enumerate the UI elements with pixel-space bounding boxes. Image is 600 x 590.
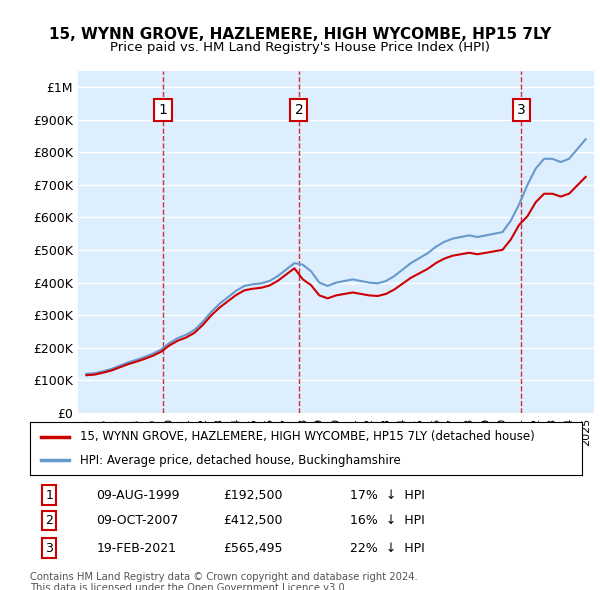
Text: 15, WYNN GROVE, HAZLEMERE, HIGH WYCOMBE, HP15 7LY: 15, WYNN GROVE, HAZLEMERE, HIGH WYCOMBE,… [49,27,551,41]
Text: 22%  ↓  HPI: 22% ↓ HPI [350,542,425,555]
Text: 16%  ↓  HPI: 16% ↓ HPI [350,514,425,527]
Text: 15, WYNN GROVE, HAZLEMERE, HIGH WYCOMBE, HP15 7LY (detached house): 15, WYNN GROVE, HAZLEMERE, HIGH WYCOMBE,… [80,430,535,443]
Text: Price paid vs. HM Land Registry's House Price Index (HPI): Price paid vs. HM Land Registry's House … [110,41,490,54]
Text: Contains HM Land Registry data © Crown copyright and database right 2024.: Contains HM Land Registry data © Crown c… [30,572,418,582]
Text: 1: 1 [46,489,53,502]
Text: 2: 2 [295,103,303,117]
Text: 17%  ↓  HPI: 17% ↓ HPI [350,489,425,502]
Text: £565,495: £565,495 [223,542,283,555]
Text: 3: 3 [46,542,53,555]
Text: 09-OCT-2007: 09-OCT-2007 [96,514,179,527]
Text: 19-FEB-2021: 19-FEB-2021 [96,542,176,555]
Text: £412,500: £412,500 [223,514,283,527]
Text: 09-AUG-1999: 09-AUG-1999 [96,489,180,502]
Text: 3: 3 [517,103,526,117]
Text: 2: 2 [46,514,53,527]
Text: £192,500: £192,500 [223,489,283,502]
Text: 1: 1 [158,103,167,117]
Text: This data is licensed under the Open Government Licence v3.0.: This data is licensed under the Open Gov… [30,583,348,590]
Text: HPI: Average price, detached house, Buckinghamshire: HPI: Average price, detached house, Buck… [80,454,400,467]
